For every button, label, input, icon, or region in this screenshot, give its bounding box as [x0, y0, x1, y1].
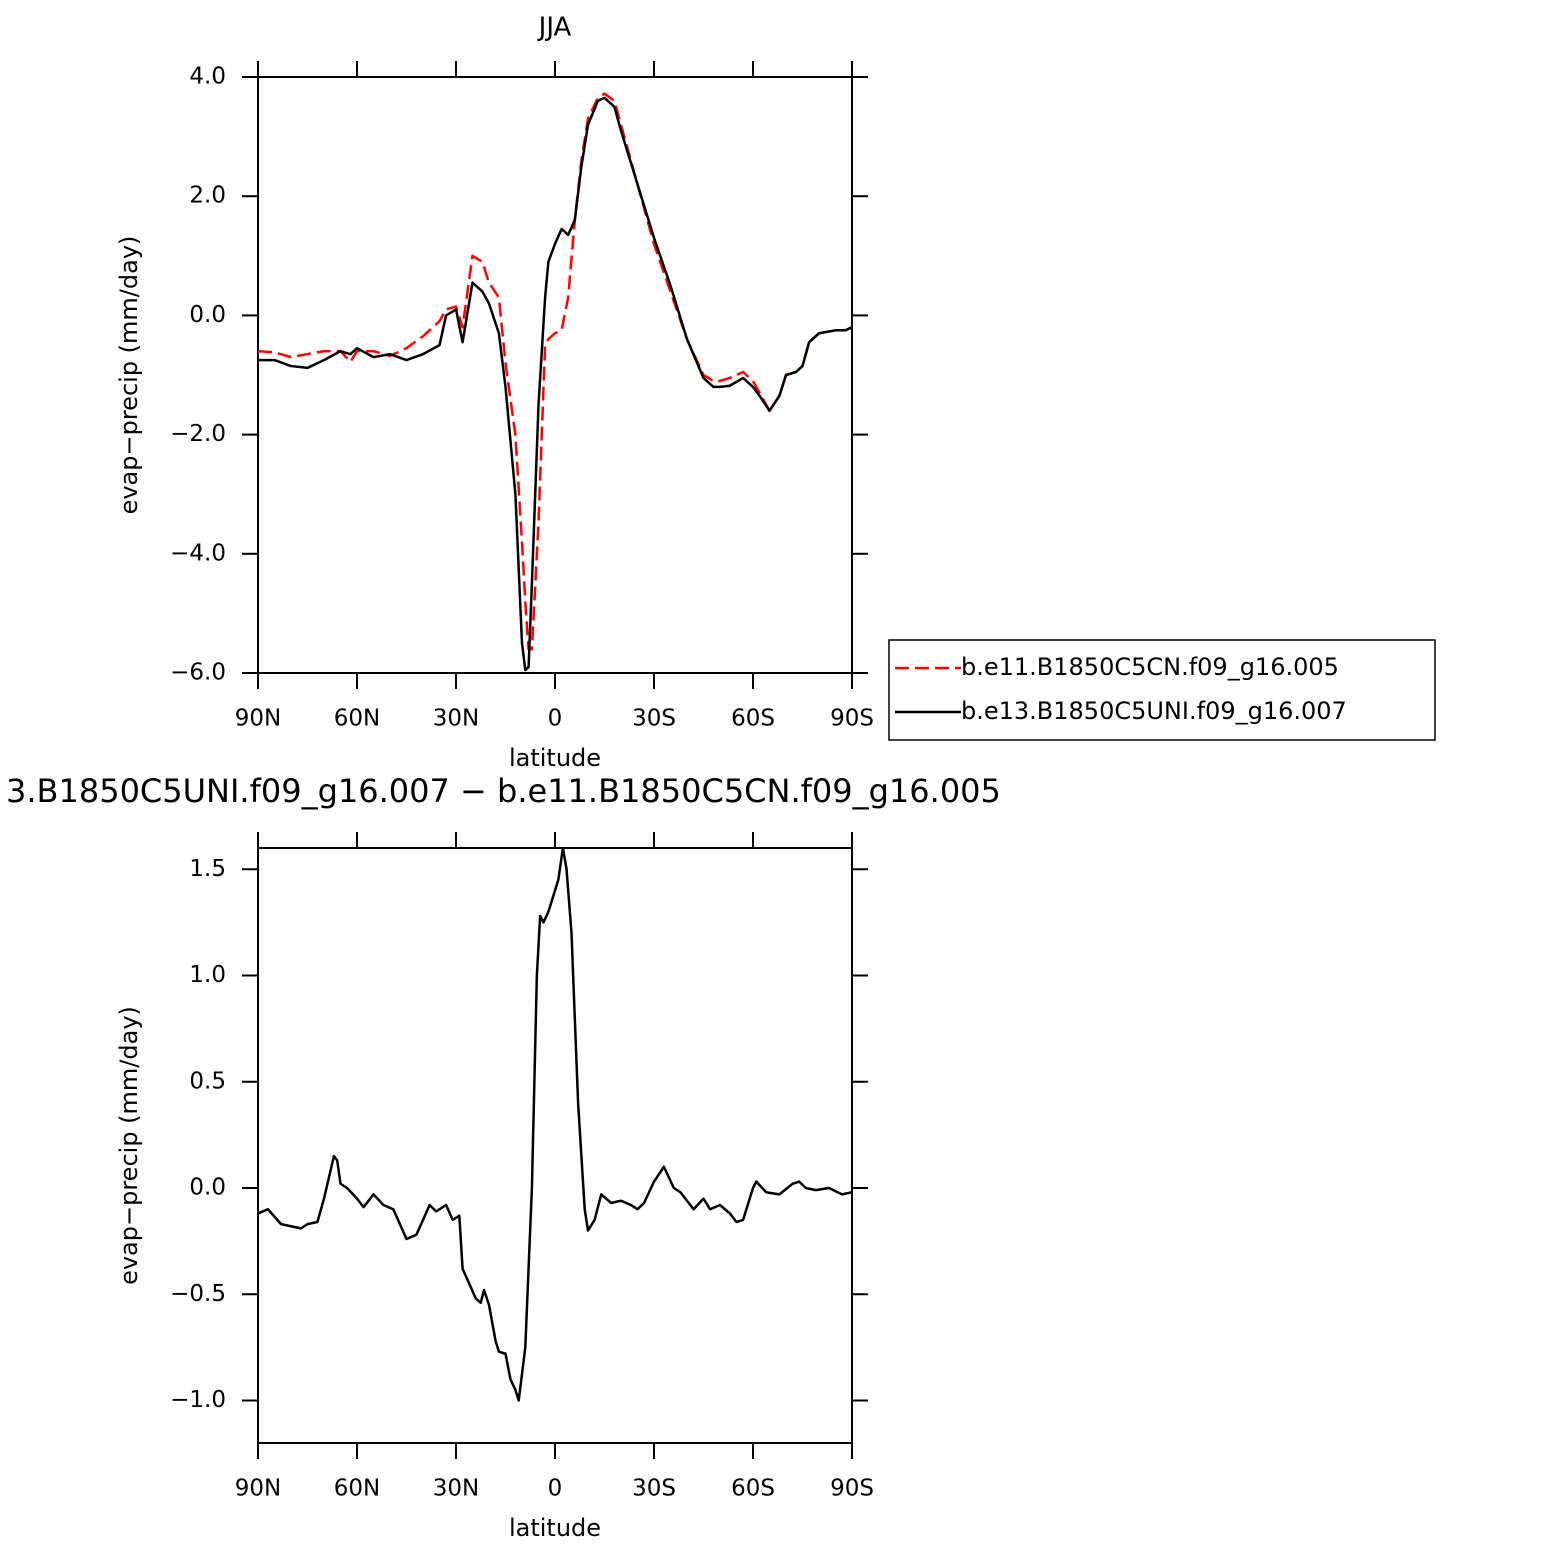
x-tick-label: 60S — [731, 706, 775, 732]
chart-title: 3.B1850C5UNI.f09_g16.007 − b.e11.B1850C5… — [6, 772, 1001, 810]
y-axis-label: evap−precip (mm/day) — [115, 1006, 143, 1285]
y-tick-label: −4.0 — [170, 540, 226, 566]
y-tick-label: 2.0 — [189, 183, 226, 209]
x-tick-label: 90N — [235, 1476, 281, 1502]
x-axis-label: latitude — [509, 1514, 601, 1542]
y-tick-label: 0.0 — [189, 1175, 226, 1201]
legend: b.e11.B1850C5CN.f09_g16.005 b.e13.B1850C5… — [888, 639, 1436, 741]
y-axis-label: evap−precip (mm/day) — [115, 236, 143, 515]
data-line — [258, 96, 852, 672]
legend-label: b.e11.B1850C5CN.f09_g16.005 — [961, 653, 1339, 681]
y-tick-label: 1.5 — [189, 856, 226, 882]
x-tick-label: 30N — [433, 1476, 479, 1502]
x-tick-label: 60N — [334, 706, 380, 732]
x-tick-label: 60S — [731, 1476, 775, 1502]
x-tick-label: 90S — [830, 706, 874, 732]
x-axis-label: latitude — [509, 744, 601, 772]
y-tick-label: 1.0 — [189, 962, 226, 988]
y-tick-label: −1.0 — [170, 1387, 226, 1413]
y-tick-label: 0.0 — [189, 302, 226, 328]
x-tick-label: 30N — [433, 706, 479, 732]
y-tick-label: −6.0 — [170, 660, 226, 686]
x-tick-label: 30S — [632, 1476, 676, 1502]
data-line — [258, 92, 852, 651]
y-tick-label: 4.0 — [189, 64, 226, 90]
legend-label: b.e13.B1850C5UNI.f09_g16.007 — [961, 697, 1347, 725]
x-tick-label: 90S — [830, 1476, 874, 1502]
x-tick-label: 0 — [548, 706, 563, 732]
legend-box — [888, 639, 1436, 741]
plot-frame — [257, 847, 853, 1444]
plot-frame — [257, 76, 853, 674]
x-tick-label: 90N — [235, 706, 281, 732]
x-tick-label: 30S — [632, 706, 676, 732]
chart-title: JJA — [537, 13, 572, 43]
data-line — [258, 848, 852, 1402]
x-tick-label: 60N — [334, 1476, 380, 1502]
y-tick-label: 0.5 — [189, 1068, 226, 1094]
x-tick-label: 0 — [548, 1476, 563, 1502]
y-tick-label: −2.0 — [170, 421, 226, 447]
y-tick-label: −0.5 — [170, 1281, 226, 1307]
